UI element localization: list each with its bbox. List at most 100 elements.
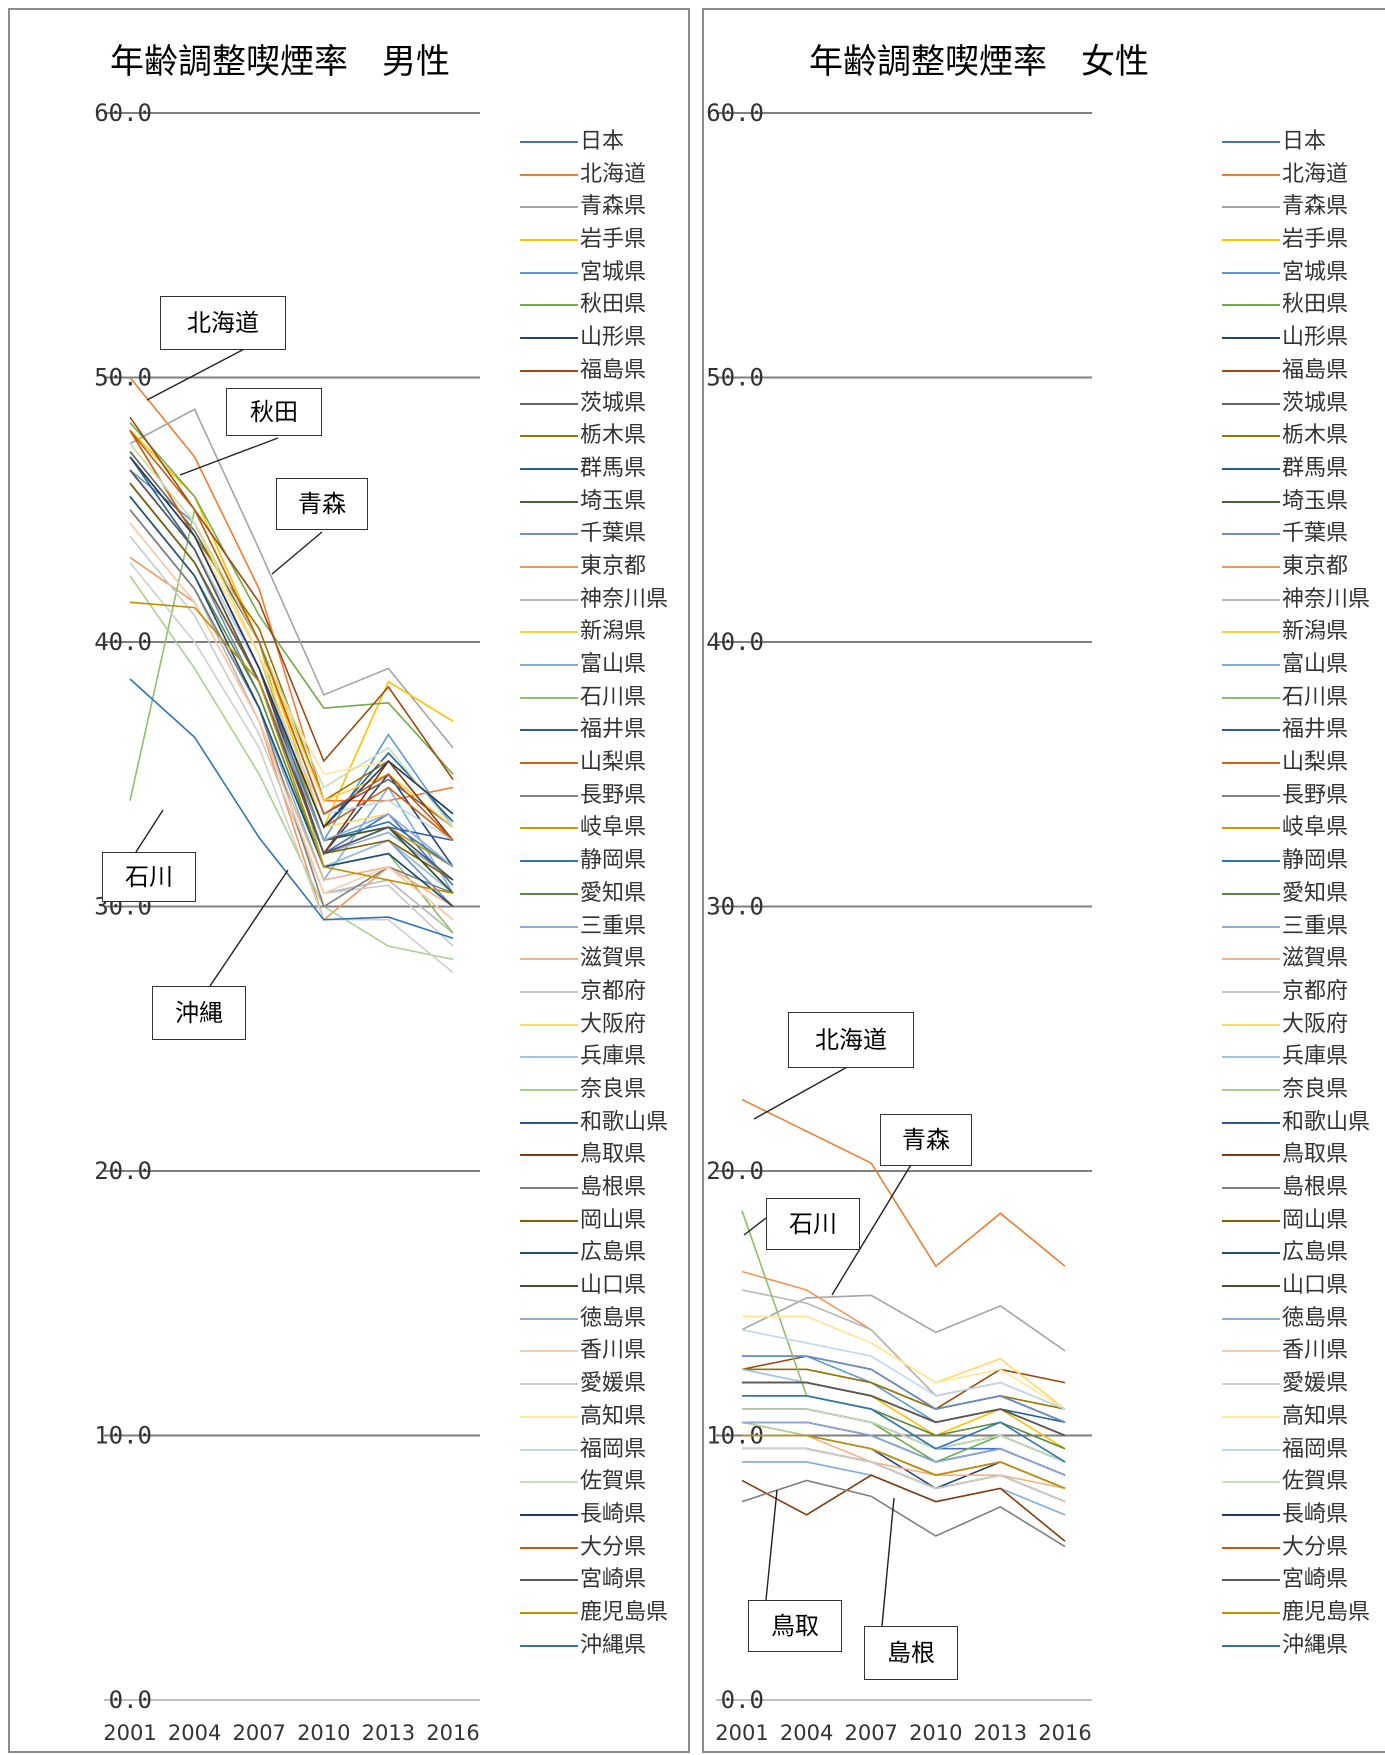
legend-item: 神奈川県 — [1222, 584, 1370, 617]
legend-item: 広島県 — [520, 1237, 668, 1270]
legend-swatch — [1222, 304, 1280, 307]
chart-title: 年齢調整喫煙率 男性 — [10, 34, 550, 83]
y-tick-label: 0.0 — [721, 1686, 764, 1714]
legend-label: 千葉県 — [1282, 521, 1349, 547]
legend-label: 愛媛県 — [580, 1371, 647, 1397]
callout-leader-line — [146, 345, 251, 401]
x-tick-label: 2016 — [1038, 1721, 1091, 1745]
x-tick-label: 2004 — [168, 1721, 221, 1745]
x-tick-label: 2001 — [103, 1721, 156, 1745]
x-tick-label: 2016 — [426, 1721, 479, 1745]
legend-label: 三重県 — [580, 913, 647, 939]
series-line — [129, 429, 454, 830]
legend-item: 埼玉県 — [520, 486, 668, 519]
legend-item: 宮崎県 — [1222, 1564, 1370, 1597]
legend-swatch — [520, 141, 578, 143]
legend-swatch — [1222, 762, 1280, 765]
legend-swatch — [1222, 1579, 1280, 1582]
series-line — [742, 1381, 1066, 1437]
legend-label: 高知県 — [1282, 1403, 1349, 1429]
legend-label: 京都府 — [580, 978, 647, 1004]
legend-swatch — [1222, 598, 1280, 601]
legend-label: 東京都 — [1282, 553, 1349, 579]
series-line — [129, 429, 454, 841]
legend-swatch — [520, 762, 578, 765]
legend-item: 日本 — [520, 126, 668, 159]
legend-label: 岡山県 — [1282, 1207, 1349, 1233]
legend-label: 香川県 — [1282, 1338, 1349, 1364]
legend-item: 愛知県 — [520, 878, 668, 911]
legend-female: 日本 北海道 青森県 岩手県 宮城県 秋田県 山形県 福島県 茨城県 栃木県 群馬県 埼玉県 千葉県 東京… — [1222, 126, 1370, 1662]
legend-label: 新潟県 — [1282, 619, 1349, 645]
legend-item: 千葉県 — [520, 518, 668, 551]
series-line — [129, 469, 454, 881]
series-line — [129, 678, 454, 940]
legend-swatch — [1222, 1383, 1280, 1386]
legend-item: 愛知県 — [1222, 878, 1370, 911]
series-line — [129, 416, 454, 780]
legend-label: 北海道 — [580, 161, 647, 187]
legend-label: 山口県 — [580, 1273, 647, 1299]
legend-item: 佐賀県 — [1222, 1466, 1370, 1499]
chart-title: 年齢調整喫煙率 女性 — [704, 34, 1254, 83]
legend-label: 岩手県 — [1282, 227, 1349, 253]
legend-label: 島根県 — [580, 1175, 647, 1200]
legend-swatch — [520, 598, 578, 601]
legend-swatch — [1222, 467, 1280, 470]
legend-item: 島根県 — [520, 1172, 668, 1205]
callout-leader-line — [135, 809, 164, 853]
y-tick-label: 10.0 — [94, 1422, 152, 1450]
legend-swatch — [520, 239, 578, 242]
legend-label: 富山県 — [1282, 652, 1349, 677]
legend-label: 長崎県 — [1282, 1501, 1349, 1527]
legend-label: 福井県 — [1282, 717, 1349, 743]
legend-label: 宮崎県 — [1282, 1567, 1349, 1593]
callout-ishikawa: 石川 — [102, 852, 196, 902]
legend-item: 埼玉県 — [1222, 486, 1370, 519]
x-tick-label: 2013 — [974, 1721, 1027, 1745]
series-line — [129, 421, 454, 775]
legend-item: 滋賀県 — [1222, 943, 1370, 976]
legend-item: 鹿児島県 — [520, 1597, 668, 1630]
x-tick-label: 2007 — [844, 1721, 897, 1745]
legend-item: 秋田県 — [1222, 289, 1370, 322]
legend-label: 群馬県 — [1282, 455, 1349, 481]
series-line — [742, 1355, 1066, 1424]
legend-swatch — [520, 794, 578, 797]
legend-item: 青森県 — [1222, 191, 1370, 224]
callout-hokkaido: 北海道 — [160, 296, 286, 350]
callout-leader-line — [179, 437, 279, 476]
legend-swatch — [520, 1252, 578, 1255]
legend-label: 神奈川県 — [1282, 586, 1371, 612]
legend-swatch — [1222, 1350, 1280, 1353]
legend-item: 徳島県 — [1222, 1303, 1370, 1336]
legend-item: 静岡県 — [1222, 845, 1370, 878]
legend-swatch — [520, 860, 578, 863]
x-tick-label: 2001 — [715, 1721, 768, 1745]
legend-label: 長野県 — [580, 782, 647, 808]
legend-item: 宮城県 — [520, 257, 668, 290]
legend-label: 広島県 — [580, 1240, 647, 1266]
series-line — [129, 601, 454, 895]
legend-label: 高知県 — [580, 1403, 647, 1429]
legend-swatch — [1222, 1611, 1280, 1614]
legend-swatch — [520, 1088, 578, 1091]
legend-item: 山形県 — [1222, 322, 1370, 355]
legend-item: 福岡県 — [1222, 1434, 1370, 1467]
callout-shimane: 島根 — [864, 1626, 958, 1680]
y-tick-label: 20.0 — [94, 1157, 152, 1185]
legend-item: 大阪府 — [520, 1009, 668, 1042]
legend-item: 茨城県 — [520, 388, 668, 421]
legend-swatch — [520, 304, 578, 307]
legend-label: 埼玉県 — [580, 488, 647, 514]
legend-item: 徳島県 — [520, 1303, 668, 1336]
legend-item: 長野県 — [520, 780, 668, 813]
legend-item: 和歌山県 — [520, 1107, 668, 1140]
legend-item: 山形県 — [520, 322, 668, 355]
legend-item: 広島県 — [1222, 1237, 1370, 1270]
x-tick-label: 2004 — [780, 1721, 833, 1745]
legend-label: 岐阜県 — [1282, 815, 1349, 841]
series-line — [741, 1294, 1066, 1352]
legend-label: 山梨県 — [1282, 750, 1349, 776]
legend-item: 富山県 — [520, 649, 668, 682]
